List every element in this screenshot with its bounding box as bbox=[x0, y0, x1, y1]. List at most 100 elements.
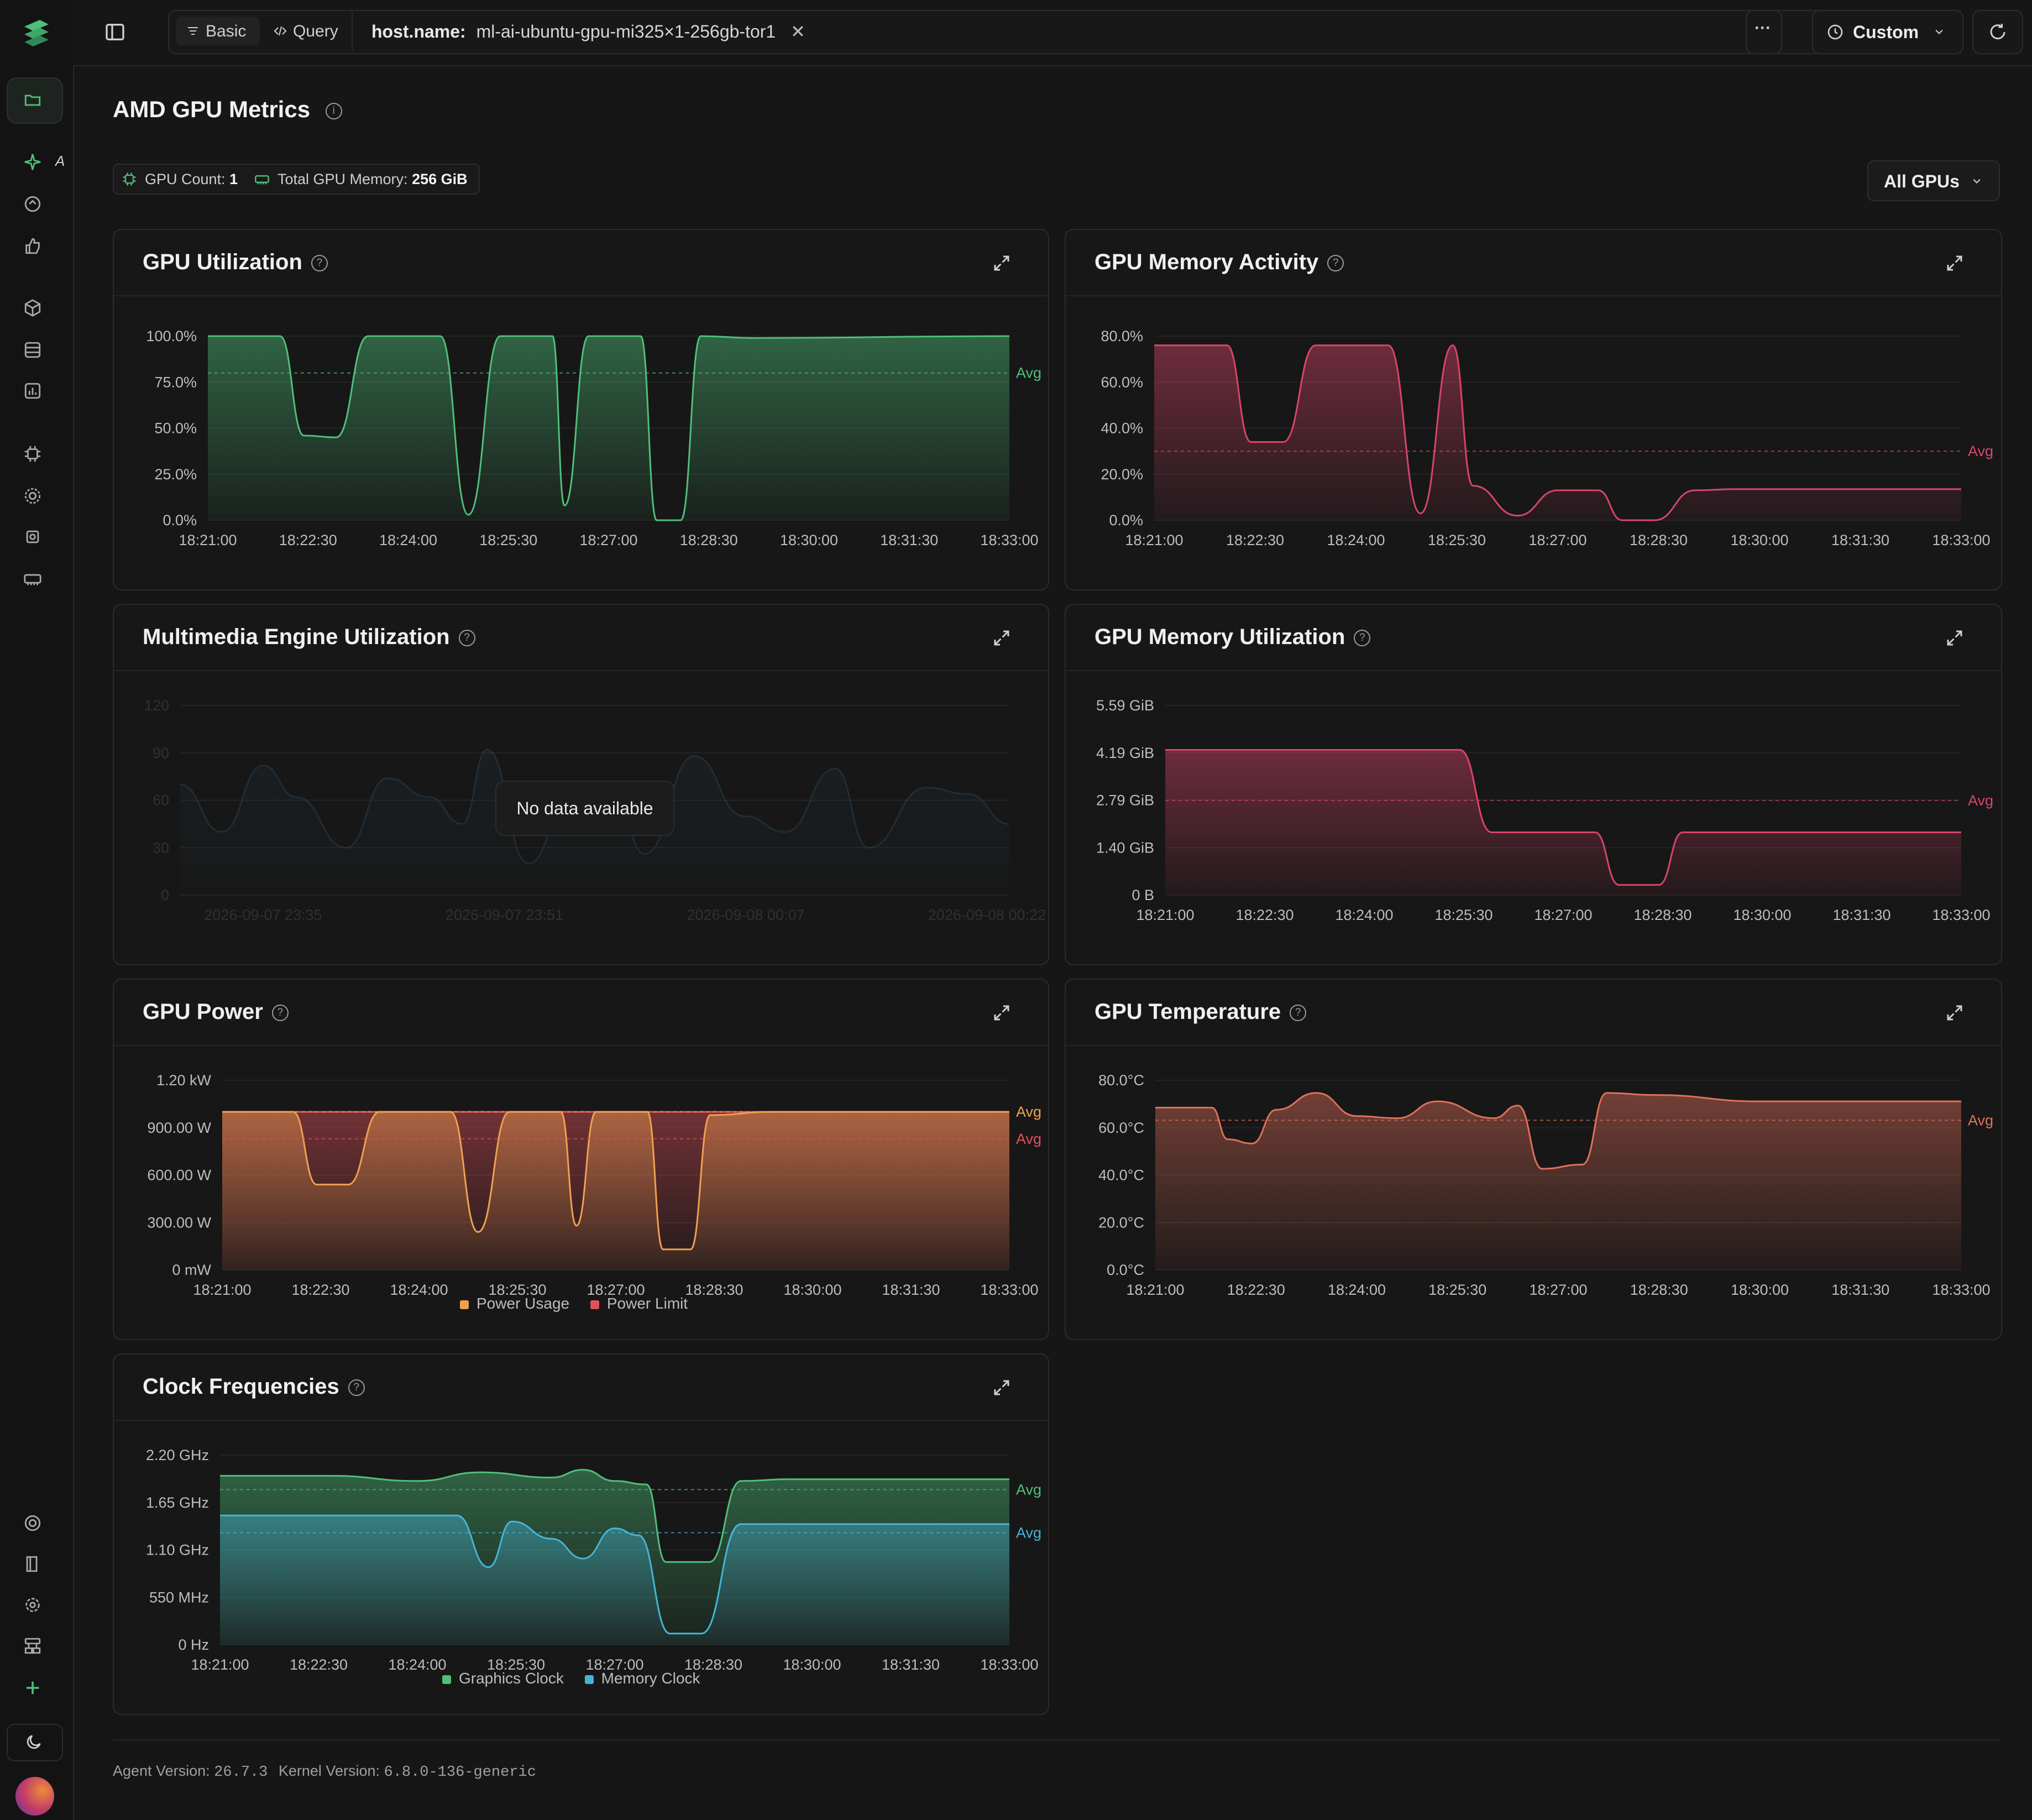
files-icon[interactable] bbox=[23, 90, 42, 109]
remove-filter-icon[interactable]: ✕ bbox=[790, 22, 805, 41]
avg-label: Avg bbox=[1968, 792, 1993, 809]
panel-title: GPU Utilization bbox=[143, 250, 302, 274]
lifebuoy-icon[interactable] bbox=[23, 1514, 42, 1533]
memory-icon[interactable] bbox=[23, 569, 42, 588]
gpu-power-panel: GPU Power? 0 mW 300.00 W 600.00 W 900.00 W 1… bbox=[113, 979, 1049, 1340]
total-mem-label: Total GPU Memory: bbox=[277, 171, 408, 187]
help-icon[interactable]: ? bbox=[1327, 255, 1344, 272]
avg-label: Avg bbox=[1016, 1103, 1041, 1120]
mode-query-tab[interactable]: Query bbox=[266, 17, 344, 45]
series-line[interactable] bbox=[219, 1469, 1009, 1563]
help-icon[interactable]: ? bbox=[271, 1005, 289, 1022]
x-tick-label: 18:30:00 bbox=[783, 1656, 841, 1673]
time-range-button[interactable]: Custom bbox=[1812, 10, 1963, 54]
gpu-count-label: GPU Count: bbox=[145, 171, 226, 187]
y-tick-label: 1.10 GHz bbox=[146, 1542, 209, 1558]
legend-item-power-usage[interactable]: Power Usage bbox=[460, 1295, 569, 1312]
series-line[interactable] bbox=[1165, 749, 1961, 886]
more-button[interactable]: ··· bbox=[1746, 10, 1782, 54]
clock-legend: Graphics Clock Memory Clock bbox=[442, 1670, 700, 1687]
panel-title: GPU Memory Utilization bbox=[1094, 625, 1345, 649]
help-icon[interactable]: ? bbox=[1354, 630, 1371, 647]
series-line[interactable] bbox=[208, 335, 1010, 521]
panel-title: Multimedia Engine Utilization bbox=[143, 625, 450, 649]
panel-title: GPU Temperature bbox=[1094, 1000, 1281, 1024]
y-tick-label: 60.0°C bbox=[1098, 1120, 1144, 1136]
gpu-utilization-panel: GPU Utilization? 0.0% 25.0% 50.0% 75.0% 100.… bbox=[113, 229, 1049, 590]
help-icon[interactable]: ? bbox=[311, 255, 328, 272]
workflow-icon[interactable] bbox=[23, 1636, 42, 1655]
gear-chip-icon[interactable] bbox=[23, 487, 42, 505]
expand-icon[interactable] bbox=[992, 1378, 1012, 1398]
theme-toggle[interactable] bbox=[7, 1724, 63, 1761]
sidebar-toggle-icon[interactable] bbox=[104, 21, 126, 43]
x-tick-label: 18:27:00 bbox=[586, 1282, 645, 1298]
y-tick-label: 1.65 GHz bbox=[146, 1494, 209, 1511]
x-tick-label: 18:31:30 bbox=[1831, 532, 1889, 548]
x-tick-label: 18:24:00 bbox=[1327, 532, 1385, 548]
sidebar-active-highlight[interactable] bbox=[7, 77, 63, 124]
thumbs-up-icon[interactable] bbox=[23, 237, 42, 255]
y-tick-label: 20.0% bbox=[1101, 466, 1143, 483]
gpu-count-value: 1 bbox=[229, 171, 238, 187]
explore-icon[interactable] bbox=[23, 195, 42, 213]
app-logo-icon[interactable] bbox=[19, 15, 54, 51]
mode-basic-tab[interactable]: Basic bbox=[176, 17, 260, 45]
chart-icon[interactable] bbox=[23, 381, 42, 400]
legend-item-memory-clock[interactable]: Memory Clock bbox=[584, 1670, 700, 1687]
database-icon[interactable] bbox=[23, 341, 42, 359]
agent-version-label: Agent Version: bbox=[113, 1763, 210, 1779]
sidebar: A bbox=[0, 0, 74, 1820]
help-icon[interactable]: ? bbox=[1290, 1005, 1307, 1022]
host-filter-chip[interactable]: host.name: ml-ai-ubuntu-gpu-mi325×1-256g… bbox=[371, 21, 805, 42]
y-tick-label: 5.59 GiB bbox=[1096, 697, 1154, 714]
gpu-chip-icon[interactable] bbox=[23, 527, 42, 546]
series-area bbox=[1165, 750, 1961, 895]
expand-icon[interactable] bbox=[992, 1003, 1012, 1023]
chip-icon[interactable] bbox=[23, 444, 42, 463]
time-range-label: Custom bbox=[1853, 22, 1919, 42]
expand-icon[interactable] bbox=[992, 628, 1012, 648]
help-icon[interactable]: ? bbox=[348, 1379, 365, 1397]
x-tick-label: 18:31:30 bbox=[1832, 907, 1890, 923]
filter-lines-icon bbox=[188, 27, 198, 35]
series-line[interactable] bbox=[1154, 344, 1961, 521]
y-tick-label: 4.19 GiB bbox=[1096, 745, 1154, 761]
x-tick-label: 18:27:00 bbox=[585, 1656, 643, 1673]
settings-icon[interactable] bbox=[23, 1596, 42, 1614]
y-tick-label: 1.40 GiB bbox=[1096, 839, 1154, 856]
plus-icon[interactable] bbox=[23, 1678, 42, 1697]
x-tick-label: 18:31:30 bbox=[1831, 1282, 1889, 1298]
expand-icon[interactable] bbox=[1945, 253, 1965, 273]
footer: Agent Version: 26.7.3 Kernel Version: 6.… bbox=[113, 1763, 536, 1781]
series-line[interactable] bbox=[220, 1514, 1009, 1635]
expand-icon[interactable] bbox=[1945, 628, 1965, 648]
series-line[interactable] bbox=[1155, 1092, 1961, 1170]
help-icon[interactable]: ? bbox=[458, 630, 475, 647]
x-tick-label: 18:21:00 bbox=[193, 1282, 251, 1298]
power-legend: Power Usage Power Limit bbox=[460, 1295, 688, 1312]
more-dots-icon: ··· bbox=[1755, 19, 1771, 37]
x-tick-label: 18:21:00 bbox=[179, 532, 237, 548]
book-icon[interactable] bbox=[23, 1555, 42, 1573]
refresh-button[interactable] bbox=[1972, 10, 2023, 54]
panel-header: GPU Memory Utilization? bbox=[1066, 605, 2001, 671]
info-icon[interactable]: i bbox=[325, 102, 342, 119]
y-tick-label: 100.0% bbox=[146, 328, 197, 344]
y-tick-label: 0.0% bbox=[163, 512, 197, 529]
sparkle-icon[interactable] bbox=[23, 153, 42, 171]
legend-item-power-limit[interactable]: Power Limit bbox=[590, 1295, 688, 1312]
y-tick-label: 40.0% bbox=[1101, 420, 1143, 437]
cube-icon[interactable] bbox=[23, 299, 42, 317]
avatar[interactable] bbox=[15, 1777, 54, 1816]
series-line[interactable] bbox=[222, 1111, 1009, 1251]
y-tick-label: 0 mW bbox=[172, 1262, 212, 1278]
code-icon bbox=[274, 26, 287, 36]
expand-icon[interactable] bbox=[1945, 1003, 1965, 1023]
filter-key: host.name: bbox=[371, 22, 466, 41]
expand-icon[interactable] bbox=[992, 253, 1012, 273]
legend-item-graphics-clock[interactable]: Graphics Clock bbox=[442, 1670, 564, 1687]
avg-label: Avg bbox=[1016, 365, 1041, 381]
y-tick-label: 600.00 W bbox=[147, 1167, 211, 1184]
gpu-selector[interactable]: All GPUs bbox=[1867, 160, 2000, 201]
